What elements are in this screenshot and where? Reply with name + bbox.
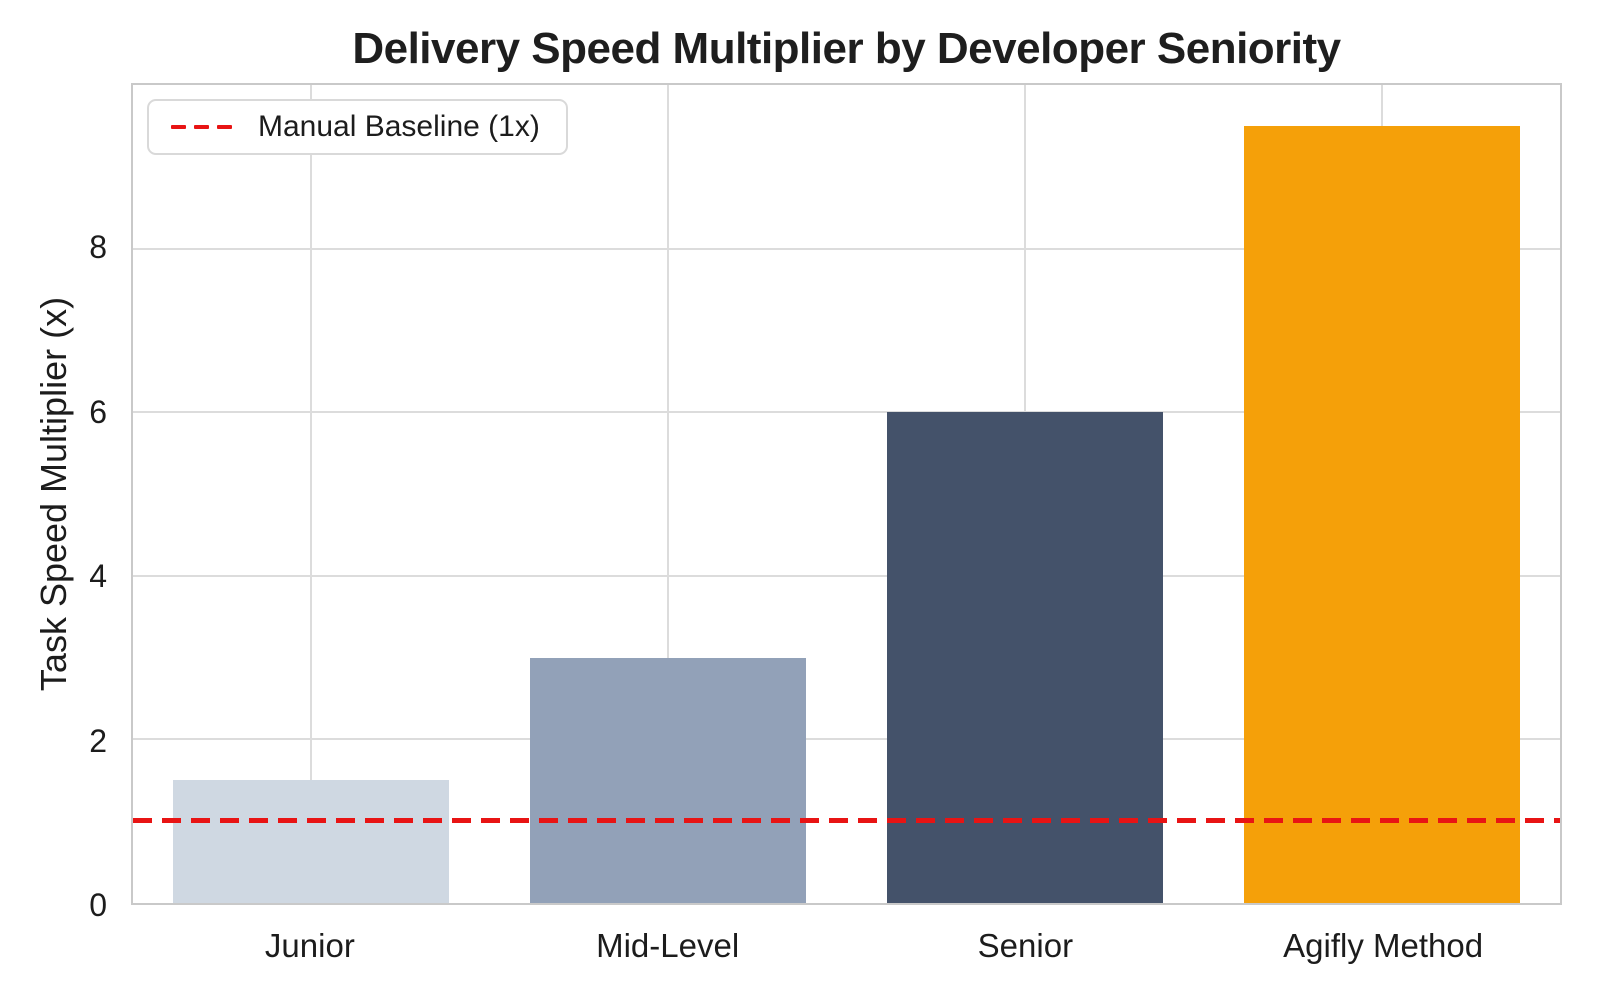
baseline-dashed-line (133, 818, 1560, 824)
x-tick-label-mid-level: Mid-Level (596, 927, 740, 964)
x-tick-label-senior: Senior (977, 927, 1074, 964)
legend-label: Manual Baseline (1x) (258, 110, 540, 143)
chart-title: Delivery Speed Multiplier by Developer S… (352, 24, 1341, 73)
h-gridline-4 (133, 574, 1560, 577)
y-axis-label: Task Speed Multiplier (x) (33, 296, 74, 692)
v-gridline-mid-level (667, 85, 670, 903)
y-tick-label-4: 4 (89, 558, 107, 595)
plot-area: Manual Baseline (1x) (131, 83, 1562, 905)
bar-agifly-method (1243, 125, 1520, 903)
v-gridline-junior (310, 85, 313, 903)
legend: Manual Baseline (1x) (147, 99, 568, 155)
bar-senior (886, 412, 1163, 903)
x-tick-label-agifly-method: Agifly Method (1283, 927, 1484, 964)
y-tick-label-6: 6 (89, 393, 107, 430)
y-tick-label-2: 2 (89, 722, 107, 759)
y-tick-label-8: 8 (89, 229, 107, 266)
h-gridline-6 (133, 411, 1560, 414)
y-tick-label-0: 0 (89, 887, 107, 923)
h-gridline-8 (133, 247, 1560, 250)
legend-dashed-line-sample (171, 124, 232, 130)
bar-mid-level (530, 657, 807, 903)
x-tick-label-junior: Junior (264, 927, 355, 964)
bar-junior (173, 780, 450, 903)
h-gridline-2 (133, 738, 1560, 741)
